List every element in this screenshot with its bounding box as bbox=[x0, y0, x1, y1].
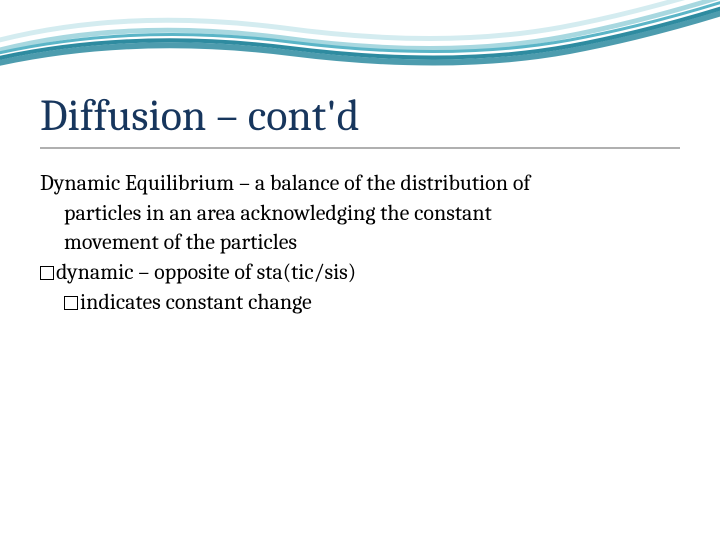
bullet-item: indicates constant change bbox=[64, 288, 680, 318]
slide-title: Diffusion – cont'd bbox=[40, 90, 680, 141]
body-line: Dynamic Equilibrium – a balance of the d… bbox=[40, 169, 680, 199]
bullet-box-icon bbox=[64, 296, 78, 310]
bullet-text: indicates constant change bbox=[80, 289, 312, 315]
body-line: movement of the particles bbox=[64, 228, 680, 258]
body-line: particles in an area acknowledging the c… bbox=[64, 199, 680, 229]
bullet-text: dynamic – opposite of sta(tic/sis) bbox=[56, 259, 356, 285]
slide-content: Diffusion – cont'd Dynamic Equilibrium –… bbox=[0, 0, 720, 317]
title-underline bbox=[40, 147, 680, 149]
slide-body: Dynamic Equilibrium – a balance of the d… bbox=[40, 169, 680, 317]
bullet-item: dynamic – opposite of sta(tic/sis) bbox=[40, 258, 680, 288]
bullet-box-icon bbox=[40, 266, 54, 280]
